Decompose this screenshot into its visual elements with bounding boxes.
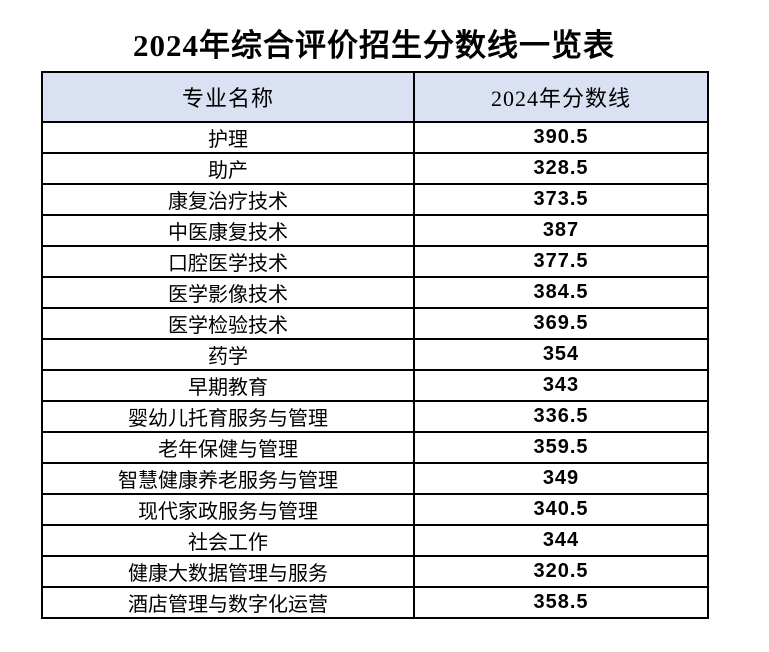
score-cell: 369.5: [413, 307, 709, 341]
score-cell: 343: [413, 369, 709, 403]
major-name-cell: 医学检验技术: [41, 307, 415, 341]
table-row: 护理 390.5: [41, 121, 709, 155]
column-header-score: 2024年分数线: [413, 71, 709, 124]
major-name-cell: 健康大数据管理与服务: [41, 555, 415, 589]
score-cell: 340.5: [413, 493, 709, 527]
major-name-cell: 智慧健康养老服务与管理: [41, 462, 415, 496]
score-cell: 354: [413, 338, 709, 372]
table-row: 助产 328.5: [41, 152, 709, 186]
score-cell: 359.5: [413, 431, 709, 465]
major-name-cell: 现代家政服务与管理: [41, 493, 415, 527]
major-name-cell: 中医康复技术: [41, 214, 415, 248]
score-cell: 349: [413, 462, 709, 496]
table-row: 老年保健与管理 359.5: [41, 431, 709, 465]
major-name-cell: 社会工作: [41, 524, 415, 558]
score-cell: 373.5: [413, 183, 709, 217]
major-name-cell: 婴幼儿托育服务与管理: [41, 400, 415, 434]
score-table: 专业名称 2024年分数线 护理 390.5 助产 328.5 康复治疗技术 373.5 中…: [41, 71, 709, 620]
major-name-cell: 口腔医学技术: [41, 245, 415, 279]
table-row: 医学检验技术 369.5: [41, 307, 709, 341]
table-row: 口腔医学技术 377.5: [41, 245, 709, 279]
table-row: 医学影像技术 384.5: [41, 276, 709, 310]
major-name-cell: 康复治疗技术: [41, 183, 415, 217]
major-name-cell: 医学影像技术: [41, 276, 415, 310]
page-title: 2024年综合评价招生分数线一览表: [133, 28, 615, 63]
table-header-row: 专业名称 2024年分数线: [41, 71, 709, 124]
major-name-cell: 早期教育: [41, 369, 415, 403]
table-row: 酒店管理与数字化运营 358.5: [41, 586, 709, 620]
table-row: 婴幼儿托育服务与管理 336.5: [41, 400, 709, 434]
major-name-cell: 老年保健与管理: [41, 431, 415, 465]
major-name-cell: 助产: [41, 152, 415, 186]
score-cell: 358.5: [413, 586, 709, 620]
major-name-cell: 护理: [41, 121, 415, 155]
table-body: 护理 390.5 助产 328.5 康复治疗技术 373.5 中医康复技术 387 口腔医学技术…: [41, 121, 709, 620]
major-name-cell: 药学: [41, 338, 415, 372]
score-cell: 390.5: [413, 121, 709, 155]
score-cell: 344: [413, 524, 709, 558]
table-row: 现代家政服务与管理 340.5: [41, 493, 709, 527]
score-cell: 320.5: [413, 555, 709, 589]
column-header-major: 专业名称: [41, 71, 415, 124]
score-cell: 336.5: [413, 400, 709, 434]
score-cell: 384.5: [413, 276, 709, 310]
table-row: 健康大数据管理与服务 320.5: [41, 555, 709, 589]
score-cell: 328.5: [413, 152, 709, 186]
table-row: 社会工作 344: [41, 524, 709, 558]
score-cell: 377.5: [413, 245, 709, 279]
document-page: 2024年综合评价招生分数线一览表 专业名称 2024年分数线 护理 390.5 助…: [41, 0, 709, 620]
table-row: 智慧健康养老服务与管理 349: [41, 462, 709, 496]
table-row: 药学 354: [41, 338, 709, 372]
major-name-cell: 酒店管理与数字化运营: [41, 586, 415, 620]
score-cell: 387: [413, 214, 709, 248]
table-row: 早期教育 343: [41, 369, 709, 403]
table-row: 康复治疗技术 373.5: [41, 183, 709, 217]
table-row: 中医康复技术 387: [41, 214, 709, 248]
